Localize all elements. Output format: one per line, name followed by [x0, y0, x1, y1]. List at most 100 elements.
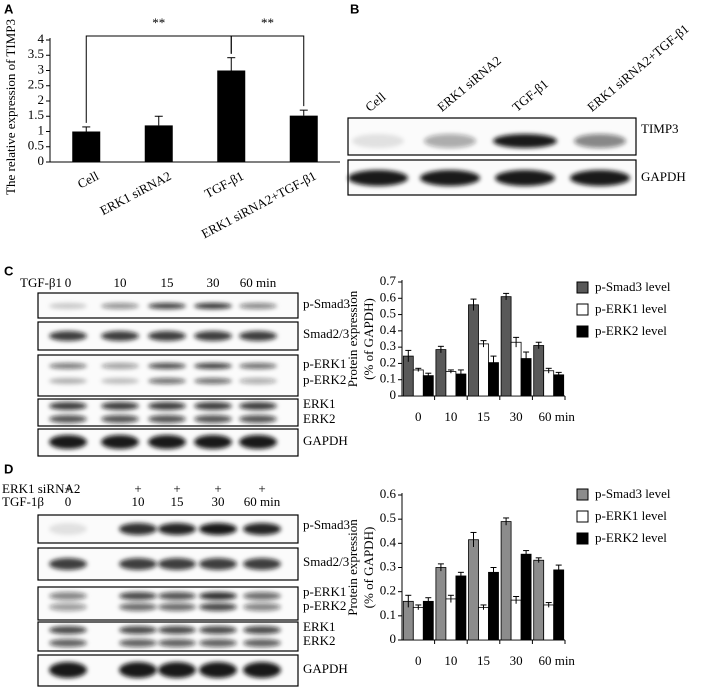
- blot-band: [493, 134, 557, 148]
- bar: [500, 521, 512, 641]
- legend-swatch: [576, 532, 589, 545]
- blot-band: [243, 603, 281, 611]
- x-tick-label: TGF-β1: [202, 168, 246, 201]
- blot-band: [495, 170, 555, 186]
- blot-band: [243, 558, 281, 570]
- panel-label: C: [4, 263, 14, 278]
- y-tick-label: 3.5: [28, 46, 44, 61]
- blot-band: [199, 639, 237, 647]
- row-label: ERK1: [303, 619, 336, 634]
- blot-band: [199, 523, 237, 535]
- lane-label: 0: [65, 275, 72, 290]
- plus-label: +: [214, 481, 221, 496]
- y-tick-label: 0.3: [380, 338, 396, 353]
- blot-band: [194, 435, 232, 449]
- y-axis-label: (% of GAPDH): [361, 527, 376, 609]
- row-label: GAPDH: [303, 433, 348, 448]
- blot-band: [239, 303, 277, 309]
- y-tick-label: 0.2: [380, 354, 396, 369]
- y-tick-label: 0.4: [380, 322, 397, 337]
- bar: [412, 369, 424, 397]
- blot-band: [199, 592, 237, 600]
- blot-band: [119, 662, 157, 678]
- legend-label: p-Smad3 level: [595, 486, 671, 501]
- row-label: ERK2: [303, 411, 336, 426]
- row-label: p-Smad3: [303, 517, 350, 532]
- blot-band: [49, 378, 87, 384]
- lane-label: 30: [212, 494, 225, 509]
- blot-band: [148, 415, 186, 423]
- y-tick-label: 0.6: [380, 289, 397, 304]
- row-label: ERK2: [303, 633, 336, 648]
- bar: [422, 600, 434, 641]
- lane-label: Cell: [362, 89, 389, 115]
- blot-band: [574, 134, 626, 148]
- blot-band: [194, 402, 232, 410]
- y-tick-label: 0: [390, 631, 397, 646]
- blot-band: [243, 592, 281, 600]
- blot-band: [148, 378, 186, 384]
- blot-band: [352, 134, 404, 148]
- blot-band: [119, 523, 157, 535]
- blot-band: [49, 402, 87, 410]
- blot-band: [49, 592, 87, 600]
- bar: [435, 349, 447, 397]
- lane-label: 0: [65, 494, 72, 509]
- legend-label: p-ERK1 level: [595, 508, 667, 523]
- blot-band: [119, 626, 157, 634]
- blot-band: [148, 435, 186, 449]
- legend-label: p-ERK2 level: [595, 530, 667, 545]
- bar: [543, 604, 555, 641]
- blot-band: [158, 662, 196, 678]
- bar: [422, 375, 434, 397]
- blot-band: [239, 378, 277, 384]
- bar: [72, 131, 101, 162]
- blot-band: [158, 639, 196, 647]
- plus-label: +: [258, 481, 265, 496]
- treatment-label: TGF-β1: [20, 275, 62, 290]
- blot-band: [49, 363, 87, 369]
- x-tick-label: 15: [477, 409, 490, 424]
- blot-band: [239, 402, 277, 410]
- blot-band: [148, 363, 186, 369]
- blot-band: [49, 415, 87, 423]
- blot-band: [243, 523, 281, 535]
- x-tick-label: 30: [510, 653, 523, 668]
- row-label: ERK1: [303, 396, 336, 411]
- legend-swatch: [576, 325, 589, 338]
- blot-band: [158, 523, 196, 535]
- y-tick-label: 1.5: [28, 107, 44, 122]
- significance-bracket: [85, 35, 232, 123]
- blot-band: [49, 523, 87, 535]
- blot-band: [49, 639, 87, 647]
- lane-label: 60 min: [244, 494, 281, 509]
- row-label: TIMP3: [641, 121, 679, 136]
- blot-band: [49, 603, 87, 611]
- blot-band: [119, 558, 157, 570]
- x-tick-label: 30: [510, 409, 523, 424]
- blot-band: [49, 626, 87, 634]
- header-label: TGF-1β: [2, 494, 44, 509]
- blot-band: [199, 558, 237, 570]
- header-label: ERK1 siRNA2: [2, 481, 80, 496]
- blot-band: [239, 363, 277, 369]
- y-tick-label: 2: [38, 92, 45, 107]
- row-label: p-Smad3: [303, 296, 350, 311]
- blot-band: [199, 603, 237, 611]
- legend-label: p-Smad3 level: [595, 279, 671, 294]
- bar: [445, 371, 457, 397]
- blot-frame: [37, 354, 299, 397]
- blot-band: [348, 170, 408, 186]
- lane-label: 10: [114, 275, 127, 290]
- y-tick-label: 0.3: [380, 558, 396, 573]
- y-tick-label: 4: [38, 31, 45, 46]
- x-tick-label: 10: [444, 653, 457, 668]
- blot-band: [194, 415, 232, 423]
- row-label: GAPDH: [303, 661, 348, 676]
- y-tick-label: 3: [38, 61, 45, 76]
- blot-band: [119, 592, 157, 600]
- blot-band: [158, 626, 196, 634]
- y-tick-label: 0.6: [380, 486, 397, 501]
- blot-band: [420, 170, 480, 186]
